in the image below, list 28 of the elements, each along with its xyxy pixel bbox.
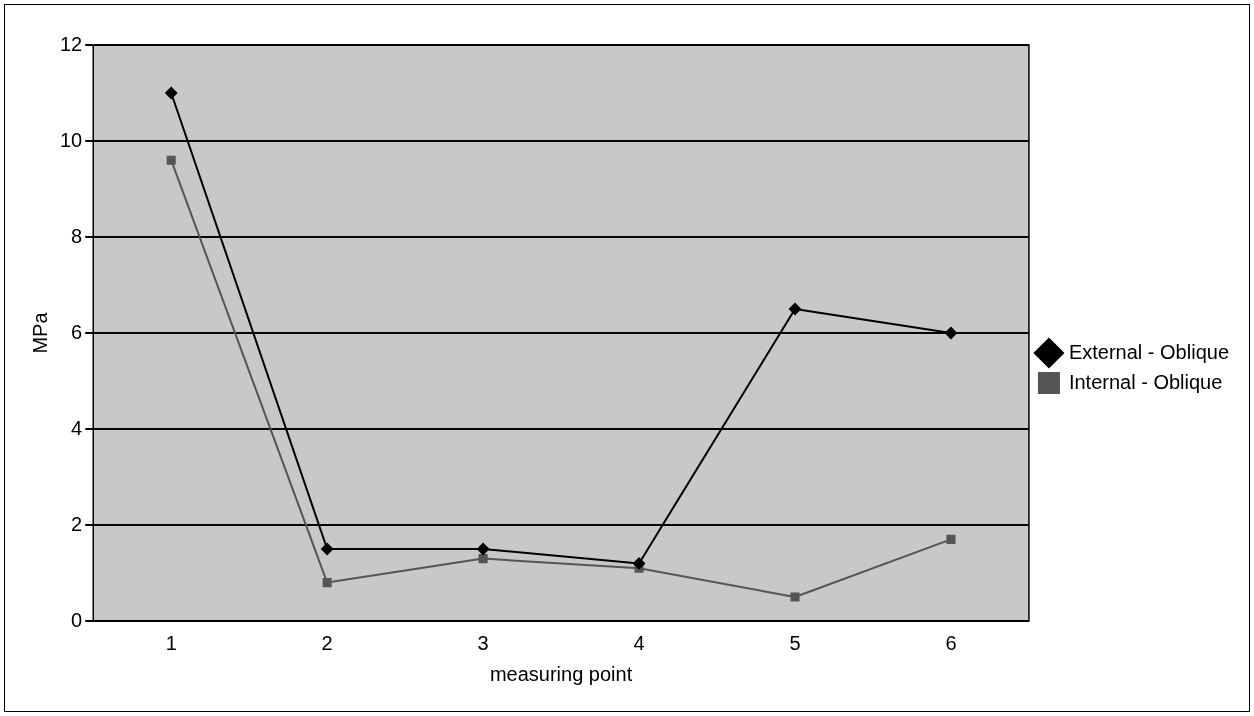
- point: [944, 327, 957, 339]
- y-axis-title: MPa: [28, 311, 51, 354]
- y-tick-label: 10: [60, 128, 83, 151]
- x-axis-title: measuring point: [489, 662, 633, 685]
- y-tick-label: 2: [71, 512, 83, 535]
- x-tick-label: 5: [789, 631, 801, 654]
- point: [946, 534, 956, 544]
- y-tick-label: 6: [71, 320, 83, 343]
- point: [477, 543, 490, 555]
- point: [321, 543, 334, 555]
- x-tick-label: 4: [633, 631, 645, 654]
- point: [322, 578, 332, 588]
- x-tick-label: 6: [945, 631, 957, 654]
- y-tick-label: 8: [71, 224, 83, 247]
- legend-label: External - Oblique: [1068, 340, 1229, 363]
- point: [790, 592, 800, 602]
- x-tick-label: 2: [321, 631, 333, 654]
- point: [789, 303, 801, 315]
- y-tick-label: 0: [71, 608, 83, 631]
- y-tick-label: 4: [71, 416, 83, 439]
- point: [166, 155, 176, 165]
- point: [478, 554, 488, 564]
- legend-label: Internal - Oblique: [1068, 370, 1223, 393]
- point: [165, 87, 178, 99]
- x-tick-label: 3: [477, 631, 489, 654]
- y-tick-label: 12: [60, 32, 83, 55]
- point: [633, 557, 646, 570]
- x-tick-label: 1: [165, 631, 177, 654]
